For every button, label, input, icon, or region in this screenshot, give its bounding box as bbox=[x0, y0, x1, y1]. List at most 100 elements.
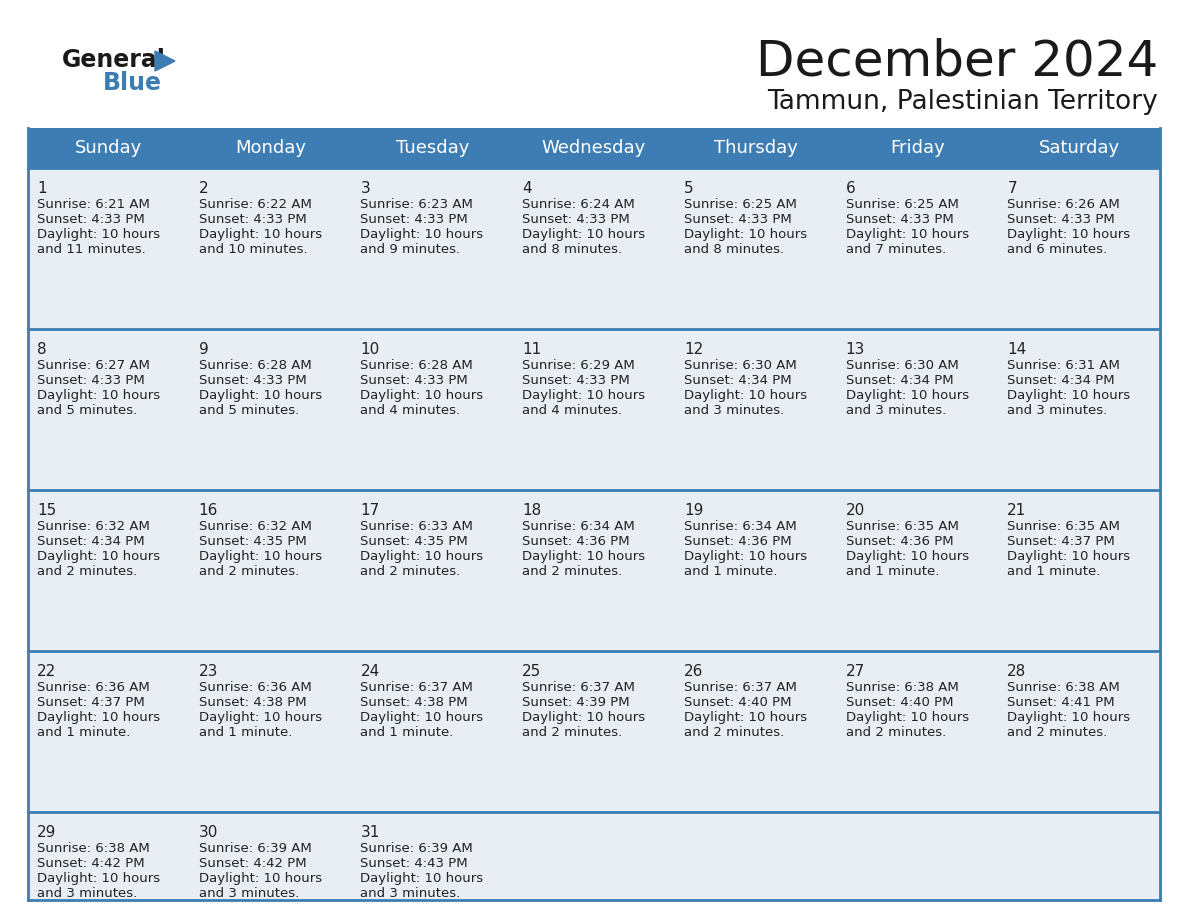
Text: 27: 27 bbox=[846, 664, 865, 678]
Text: Daylight: 10 hours: Daylight: 10 hours bbox=[684, 711, 807, 723]
Text: Daylight: 10 hours: Daylight: 10 hours bbox=[846, 228, 968, 241]
Text: Daylight: 10 hours: Daylight: 10 hours bbox=[37, 228, 160, 241]
Text: 4: 4 bbox=[523, 181, 532, 196]
Text: Tuesday: Tuesday bbox=[396, 139, 469, 157]
Bar bbox=[29, 490, 1159, 651]
Text: Daylight: 10 hours: Daylight: 10 hours bbox=[198, 389, 322, 402]
Text: Sunset: 4:34 PM: Sunset: 4:34 PM bbox=[1007, 374, 1114, 386]
Text: Daylight: 10 hours: Daylight: 10 hours bbox=[360, 871, 484, 885]
Text: and 5 minutes.: and 5 minutes. bbox=[37, 404, 138, 417]
Text: and 2 minutes.: and 2 minutes. bbox=[846, 725, 946, 739]
Text: Sunrise: 6:32 AM: Sunrise: 6:32 AM bbox=[198, 520, 311, 532]
Text: Daylight: 10 hours: Daylight: 10 hours bbox=[360, 711, 484, 723]
Text: Sunrise: 6:28 AM: Sunrise: 6:28 AM bbox=[198, 359, 311, 372]
Text: Sunrise: 6:38 AM: Sunrise: 6:38 AM bbox=[37, 842, 150, 855]
Text: Sunset: 4:42 PM: Sunset: 4:42 PM bbox=[198, 856, 307, 869]
Text: 13: 13 bbox=[846, 341, 865, 357]
Text: and 2 minutes.: and 2 minutes. bbox=[684, 725, 784, 739]
Text: Daylight: 10 hours: Daylight: 10 hours bbox=[684, 389, 807, 402]
Text: Sunrise: 6:21 AM: Sunrise: 6:21 AM bbox=[37, 198, 150, 211]
Text: and 2 minutes.: and 2 minutes. bbox=[198, 565, 299, 577]
Bar bbox=[29, 128, 1159, 168]
Text: and 10 minutes.: and 10 minutes. bbox=[198, 243, 308, 256]
Text: Sunrise: 6:39 AM: Sunrise: 6:39 AM bbox=[360, 842, 473, 855]
Text: Sunrise: 6:34 AM: Sunrise: 6:34 AM bbox=[523, 520, 634, 532]
Text: Sunset: 4:33 PM: Sunset: 4:33 PM bbox=[360, 374, 468, 386]
Text: Daylight: 10 hours: Daylight: 10 hours bbox=[684, 550, 807, 563]
Text: Sunrise: 6:33 AM: Sunrise: 6:33 AM bbox=[360, 520, 473, 532]
Text: Wednesday: Wednesday bbox=[542, 139, 646, 157]
Text: and 1 minute.: and 1 minute. bbox=[37, 725, 131, 739]
Text: and 9 minutes.: and 9 minutes. bbox=[360, 243, 461, 256]
Text: and 1 minute.: and 1 minute. bbox=[846, 565, 939, 577]
Text: Sunrise: 6:38 AM: Sunrise: 6:38 AM bbox=[1007, 680, 1120, 694]
Text: Sunrise: 6:39 AM: Sunrise: 6:39 AM bbox=[198, 842, 311, 855]
Text: Daylight: 10 hours: Daylight: 10 hours bbox=[1007, 711, 1131, 723]
Text: Daylight: 10 hours: Daylight: 10 hours bbox=[360, 389, 484, 402]
Text: General: General bbox=[62, 48, 166, 72]
Text: Sunrise: 6:26 AM: Sunrise: 6:26 AM bbox=[1007, 198, 1120, 211]
Text: Sunset: 4:40 PM: Sunset: 4:40 PM bbox=[846, 696, 953, 709]
Text: Sunset: 4:36 PM: Sunset: 4:36 PM bbox=[523, 535, 630, 548]
Text: 22: 22 bbox=[37, 664, 56, 678]
Text: 1: 1 bbox=[37, 181, 46, 196]
Text: Daylight: 10 hours: Daylight: 10 hours bbox=[198, 711, 322, 723]
Text: Daylight: 10 hours: Daylight: 10 hours bbox=[523, 711, 645, 723]
Bar bbox=[29, 651, 1159, 812]
Text: Sunset: 4:38 PM: Sunset: 4:38 PM bbox=[198, 696, 307, 709]
Text: Sunset: 4:34 PM: Sunset: 4:34 PM bbox=[684, 374, 791, 386]
Text: and 3 minutes.: and 3 minutes. bbox=[1007, 404, 1107, 417]
Text: Daylight: 10 hours: Daylight: 10 hours bbox=[198, 550, 322, 563]
Text: Sunrise: 6:22 AM: Sunrise: 6:22 AM bbox=[198, 198, 311, 211]
Text: Monday: Monday bbox=[235, 139, 307, 157]
Text: 8: 8 bbox=[37, 341, 46, 357]
Text: 20: 20 bbox=[846, 503, 865, 518]
Text: Daylight: 10 hours: Daylight: 10 hours bbox=[523, 550, 645, 563]
Text: 28: 28 bbox=[1007, 664, 1026, 678]
Text: and 2 minutes.: and 2 minutes. bbox=[1007, 725, 1107, 739]
Text: Saturday: Saturday bbox=[1038, 139, 1120, 157]
Text: and 11 minutes.: and 11 minutes. bbox=[37, 243, 146, 256]
Text: and 3 minutes.: and 3 minutes. bbox=[198, 887, 299, 900]
Text: 26: 26 bbox=[684, 664, 703, 678]
Text: Sunrise: 6:35 AM: Sunrise: 6:35 AM bbox=[846, 520, 959, 532]
Bar bbox=[29, 812, 1159, 900]
Text: 30: 30 bbox=[198, 824, 219, 840]
Bar bbox=[29, 329, 1159, 490]
Text: Daylight: 10 hours: Daylight: 10 hours bbox=[1007, 389, 1131, 402]
Text: Sunrise: 6:31 AM: Sunrise: 6:31 AM bbox=[1007, 359, 1120, 372]
Text: Sunrise: 6:32 AM: Sunrise: 6:32 AM bbox=[37, 520, 150, 532]
Text: and 2 minutes.: and 2 minutes. bbox=[37, 565, 138, 577]
Text: Sunset: 4:33 PM: Sunset: 4:33 PM bbox=[846, 213, 953, 226]
Text: Daylight: 10 hours: Daylight: 10 hours bbox=[198, 228, 322, 241]
Text: Tammun, Palestinian Territory: Tammun, Palestinian Territory bbox=[767, 89, 1158, 115]
Text: Sunset: 4:33 PM: Sunset: 4:33 PM bbox=[1007, 213, 1116, 226]
Polygon shape bbox=[154, 51, 175, 71]
Text: Sunset: 4:33 PM: Sunset: 4:33 PM bbox=[37, 213, 145, 226]
Text: Daylight: 10 hours: Daylight: 10 hours bbox=[846, 550, 968, 563]
Text: Daylight: 10 hours: Daylight: 10 hours bbox=[198, 871, 322, 885]
Text: Sunset: 4:35 PM: Sunset: 4:35 PM bbox=[198, 535, 307, 548]
Text: Sunrise: 6:38 AM: Sunrise: 6:38 AM bbox=[846, 680, 959, 694]
Text: and 3 minutes.: and 3 minutes. bbox=[846, 404, 946, 417]
Text: Sunrise: 6:30 AM: Sunrise: 6:30 AM bbox=[684, 359, 797, 372]
Text: Sunrise: 6:35 AM: Sunrise: 6:35 AM bbox=[1007, 520, 1120, 532]
Text: and 4 minutes.: and 4 minutes. bbox=[523, 404, 623, 417]
Text: Sunrise: 6:37 AM: Sunrise: 6:37 AM bbox=[523, 680, 636, 694]
Text: and 8 minutes.: and 8 minutes. bbox=[523, 243, 623, 256]
Text: Sunset: 4:34 PM: Sunset: 4:34 PM bbox=[37, 535, 145, 548]
Text: Sunday: Sunday bbox=[75, 139, 143, 157]
Text: Sunrise: 6:24 AM: Sunrise: 6:24 AM bbox=[523, 198, 634, 211]
Text: Daylight: 10 hours: Daylight: 10 hours bbox=[684, 228, 807, 241]
Text: 23: 23 bbox=[198, 664, 219, 678]
Text: 21: 21 bbox=[1007, 503, 1026, 518]
Text: Daylight: 10 hours: Daylight: 10 hours bbox=[523, 389, 645, 402]
Text: Sunset: 4:43 PM: Sunset: 4:43 PM bbox=[360, 856, 468, 869]
Text: Sunrise: 6:37 AM: Sunrise: 6:37 AM bbox=[684, 680, 797, 694]
Text: Sunset: 4:42 PM: Sunset: 4:42 PM bbox=[37, 856, 145, 869]
Text: 14: 14 bbox=[1007, 341, 1026, 357]
Text: Daylight: 10 hours: Daylight: 10 hours bbox=[37, 871, 160, 885]
Text: Daylight: 10 hours: Daylight: 10 hours bbox=[1007, 228, 1131, 241]
Text: Sunrise: 6:36 AM: Sunrise: 6:36 AM bbox=[198, 680, 311, 694]
Text: Sunset: 4:33 PM: Sunset: 4:33 PM bbox=[360, 213, 468, 226]
